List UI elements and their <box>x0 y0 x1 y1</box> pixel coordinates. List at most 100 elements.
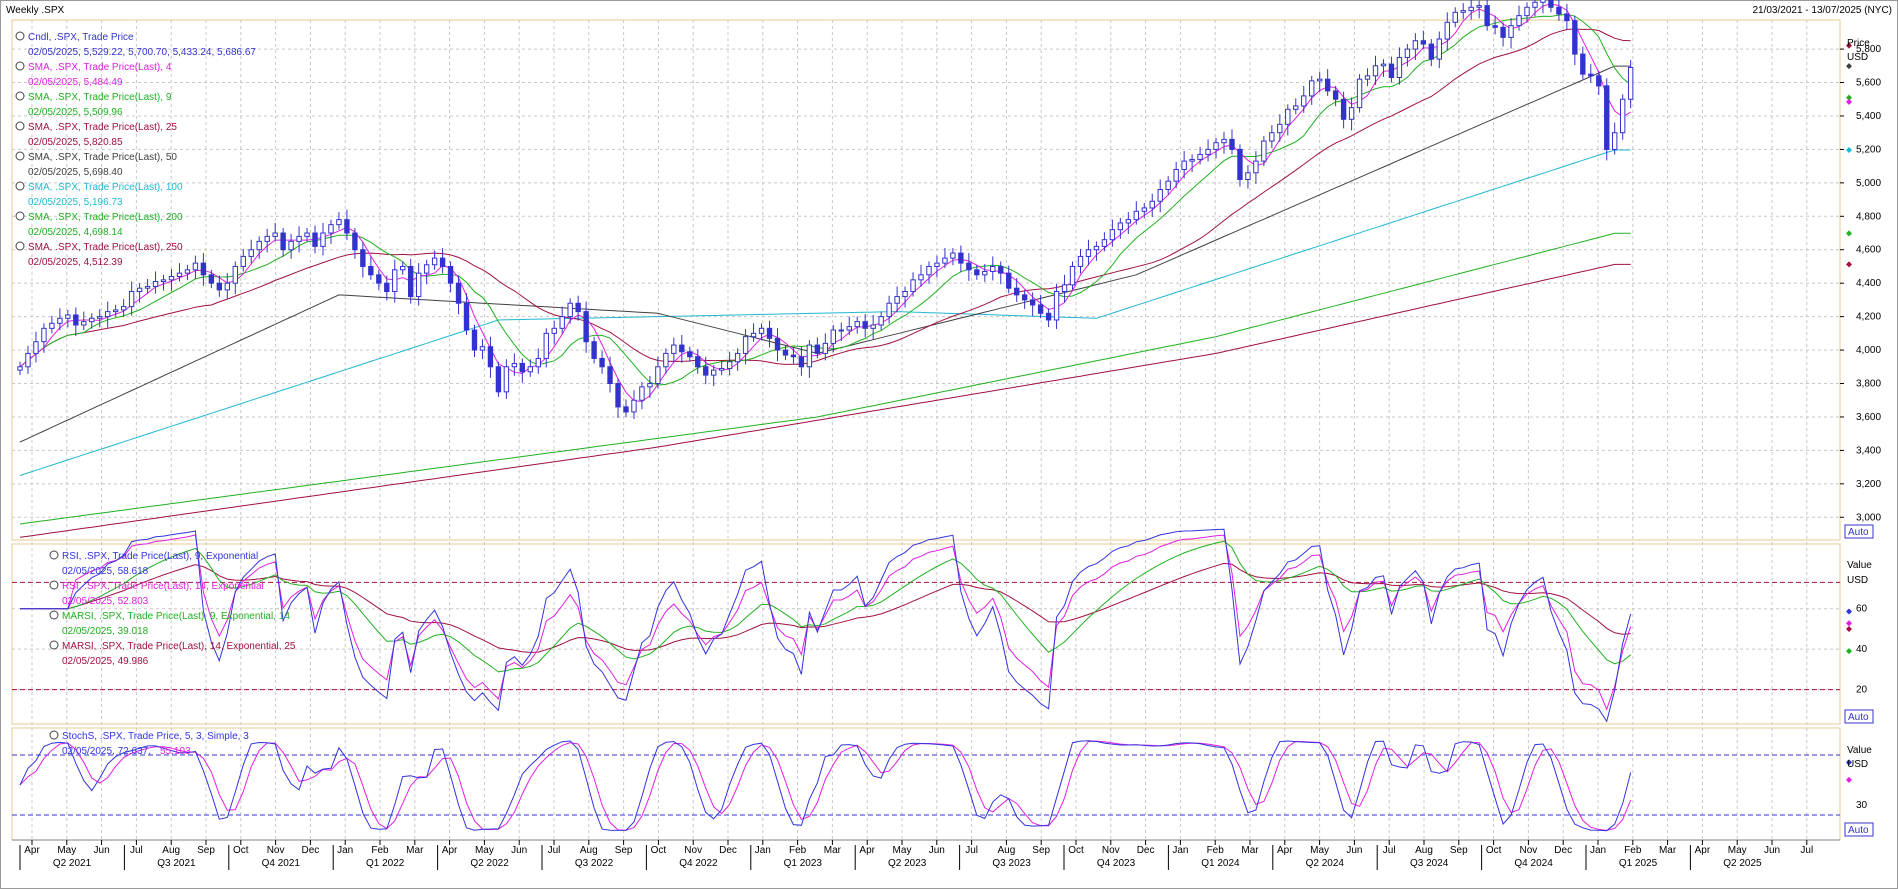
candle-body[interactable] <box>320 232 326 247</box>
legend-toggle-icon[interactable] <box>49 610 59 620</box>
candle-body[interactable] <box>1372 65 1379 77</box>
candle-body[interactable] <box>926 265 932 276</box>
candle-body[interactable] <box>1165 180 1171 191</box>
candle-body[interactable] <box>790 354 797 358</box>
candle-body[interactable] <box>352 232 358 251</box>
candle-body[interactable] <box>663 352 669 368</box>
candle-body[interactable] <box>1324 78 1331 92</box>
candle-body[interactable] <box>73 314 79 326</box>
candle-body[interactable] <box>1436 38 1442 60</box>
candle-body[interactable] <box>503 366 510 393</box>
candle-body[interactable] <box>623 406 629 413</box>
candle-body[interactable] <box>1380 63 1387 67</box>
candle-body[interactable] <box>248 249 254 257</box>
candle-body[interactable] <box>1548 0 1554 8</box>
candle-body[interactable] <box>1619 98 1626 134</box>
legend-toggle-icon[interactable] <box>15 151 25 161</box>
candle-body[interactable] <box>862 321 868 329</box>
candle-body[interactable] <box>631 399 637 413</box>
candle-body[interactable] <box>1540 0 1546 3</box>
candle-body[interactable] <box>1213 142 1219 150</box>
rsi-auto-button[interactable] <box>1844 709 1874 724</box>
candle-body[interactable] <box>1309 80 1315 97</box>
candle-body[interactable] <box>910 279 916 293</box>
candle-body[interactable] <box>1133 210 1139 221</box>
candle-body[interactable] <box>89 317 95 323</box>
candle-body[interactable] <box>408 265 414 298</box>
candle-body[interactable] <box>447 265 454 284</box>
candle-body[interactable] <box>1388 63 1395 79</box>
legend-toggle-icon[interactable] <box>15 31 25 41</box>
candle-body[interactable] <box>647 383 653 388</box>
candle-body[interactable] <box>878 316 884 326</box>
candle-body[interactable] <box>1348 107 1355 120</box>
candle-body[interactable] <box>439 257 446 267</box>
candle-body[interactable] <box>806 344 813 368</box>
candle-body[interactable] <box>264 235 270 242</box>
candle-body[interactable] <box>838 329 844 332</box>
candle-body[interactable] <box>527 366 534 373</box>
legend-toggle-icon[interactable] <box>49 580 59 590</box>
rsi-panel[interactable] <box>11 543 1841 725</box>
candle-body[interactable] <box>1340 98 1347 120</box>
price-panel[interactable] <box>11 19 1841 541</box>
candle-body[interactable] <box>1476 5 1482 8</box>
candle-body[interactable] <box>519 362 526 373</box>
candle-body[interactable] <box>160 279 167 283</box>
candle-body[interactable] <box>112 309 119 313</box>
candle-body[interactable] <box>152 281 159 288</box>
candle-body[interactable] <box>1141 207 1147 212</box>
candle-body[interactable] <box>455 282 462 304</box>
candle-body[interactable] <box>81 321 87 326</box>
candle-body[interactable] <box>695 356 701 368</box>
candle-body[interactable] <box>782 349 789 356</box>
candle-body[interactable] <box>718 367 725 371</box>
candle-body[interactable] <box>1157 189 1163 202</box>
candle-body[interactable] <box>966 262 972 271</box>
candle-body[interactable] <box>607 366 613 385</box>
candle-body[interactable] <box>1277 123 1283 134</box>
stoch-panel[interactable] <box>11 727 1841 841</box>
candle-body[interactable] <box>1596 75 1602 87</box>
candle-body[interactable] <box>535 357 541 368</box>
candle-body[interactable] <box>543 332 549 359</box>
candle-body[interactable] <box>304 232 310 237</box>
candle-body[interactable] <box>1261 140 1267 162</box>
candle-body[interactable] <box>344 219 350 234</box>
candle-body[interactable] <box>216 282 223 291</box>
candle-body[interactable] <box>1332 90 1339 100</box>
candle-body[interactable] <box>902 291 908 298</box>
candle-body[interactable] <box>990 265 996 272</box>
candle-body[interactable] <box>1093 245 1100 251</box>
candle-body[interactable] <box>1364 75 1371 80</box>
candle-body[interactable] <box>599 357 605 368</box>
candle-body[interactable] <box>615 383 621 408</box>
candle-body[interactable] <box>1627 66 1634 100</box>
candle-body[interactable] <box>1532 1 1538 8</box>
candle-body[interactable] <box>232 265 238 284</box>
candle-body[interactable] <box>1428 43 1435 60</box>
candle-body[interactable] <box>49 322 55 329</box>
candle-body[interactable] <box>415 272 422 298</box>
candle-body[interactable] <box>384 282 390 293</box>
candle-body[interactable] <box>671 344 677 354</box>
candle-body[interactable] <box>1500 26 1506 38</box>
candle-body[interactable] <box>1085 249 1092 257</box>
candle-body[interactable] <box>57 317 63 324</box>
candle-body[interactable] <box>1316 78 1323 82</box>
candle-body[interactable] <box>487 346 494 368</box>
candle-body[interactable] <box>703 366 709 376</box>
candle-body[interactable] <box>982 270 988 276</box>
candle-body[interactable] <box>1021 294 1028 301</box>
candle-body[interactable] <box>1420 40 1427 45</box>
candle-body[interactable] <box>1356 78 1363 109</box>
legend-toggle-icon[interactable] <box>15 181 25 191</box>
legend-toggle-icon[interactable] <box>49 550 59 560</box>
candle-body[interactable] <box>854 321 860 328</box>
candle-body[interactable] <box>1604 85 1610 150</box>
candle-body[interactable] <box>1460 10 1466 13</box>
candle-body[interactable] <box>798 356 805 368</box>
candle-body[interactable] <box>1205 148 1211 155</box>
candle-body[interactable] <box>1301 95 1307 107</box>
candle-body[interactable] <box>1508 25 1514 38</box>
